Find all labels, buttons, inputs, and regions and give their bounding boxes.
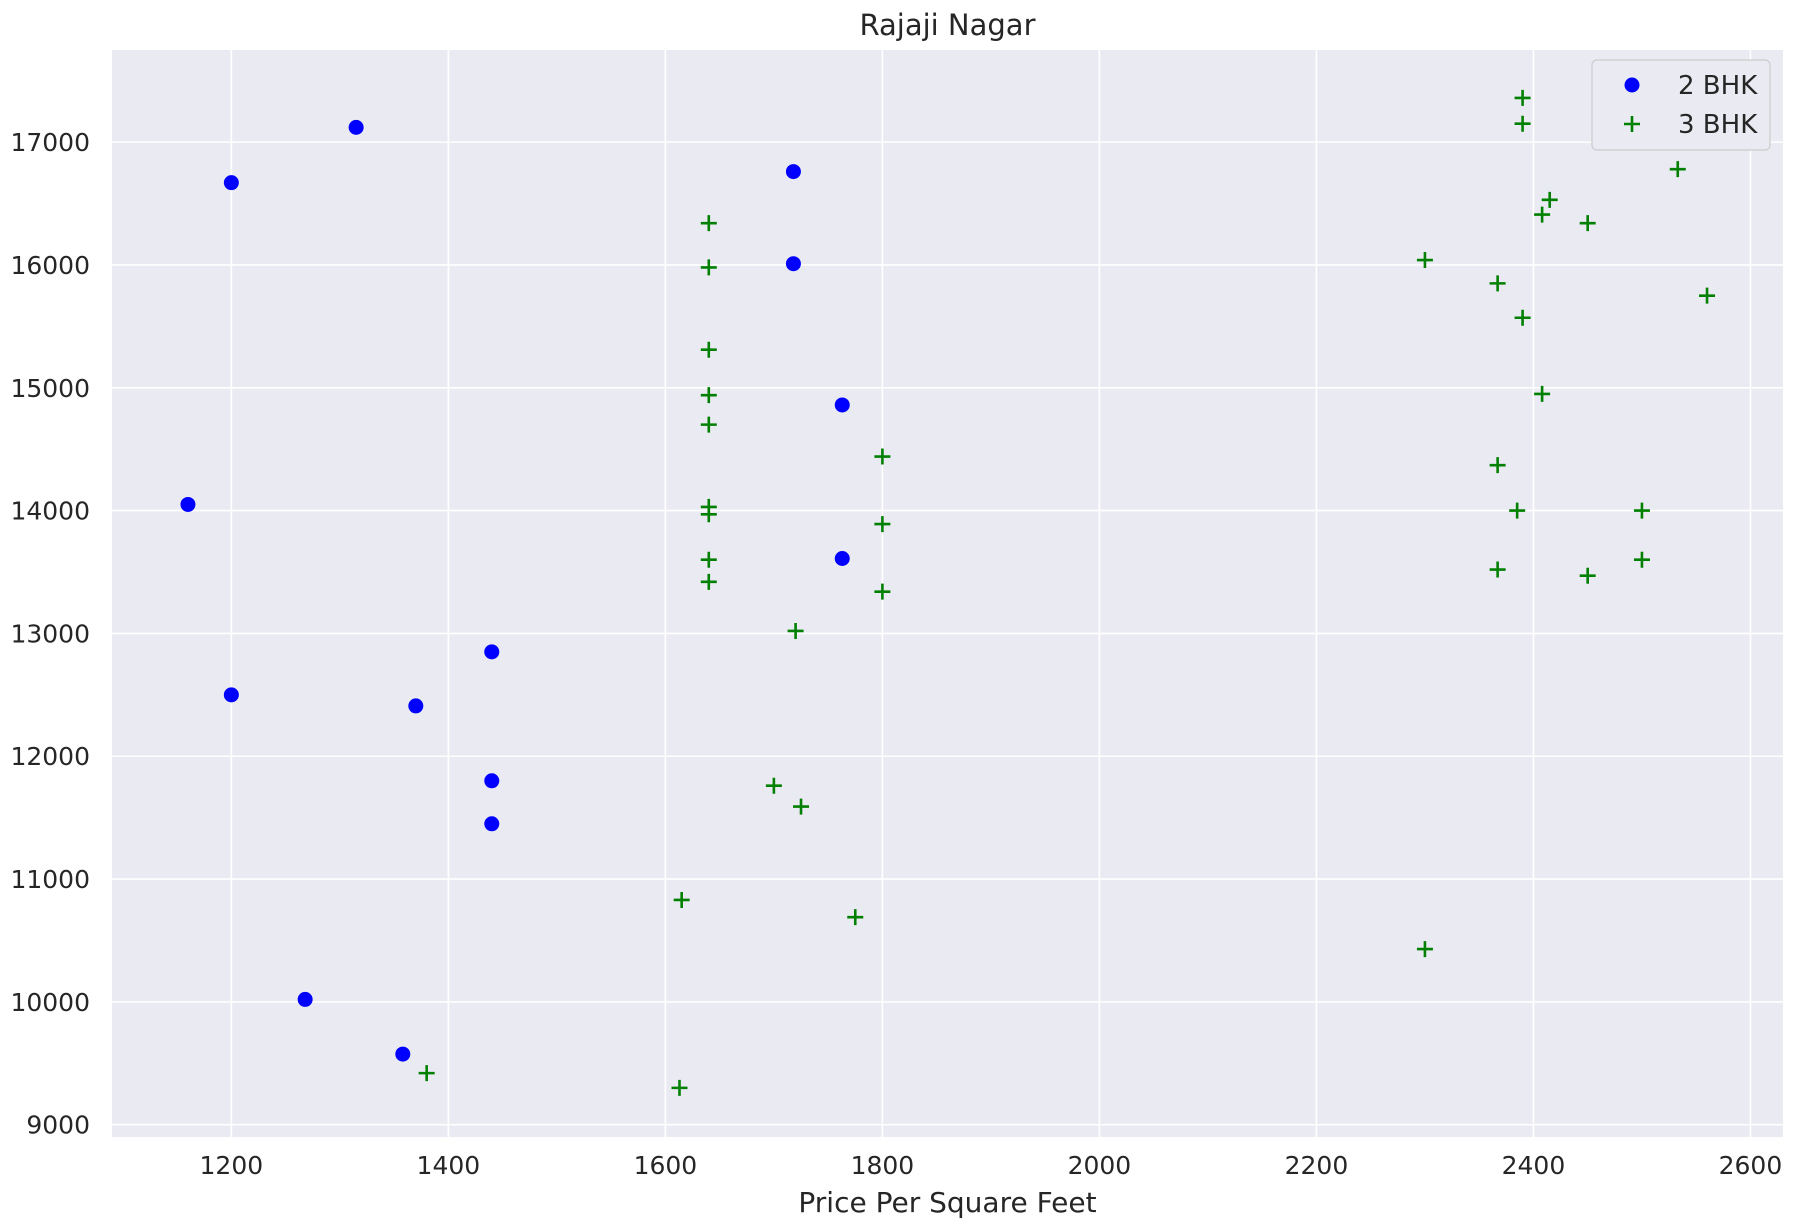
data-point: [785, 256, 801, 272]
data-point: [180, 496, 196, 512]
data-point: [1633, 502, 1650, 519]
x-tick-label: 2400: [1502, 1151, 1566, 1180]
data-point: [874, 448, 891, 465]
data-point: [1579, 215, 1596, 232]
series-2-bhk: [180, 119, 850, 1062]
data-point: [395, 1046, 411, 1062]
data-point: [223, 175, 239, 191]
data-point: [1416, 941, 1433, 958]
plot-area: [112, 50, 1783, 1137]
data-point: [834, 397, 850, 413]
legend: 2 BHK 3 BHK: [1591, 59, 1771, 151]
data-point: [700, 259, 717, 276]
data-point: [1699, 287, 1716, 304]
data-point: [834, 550, 850, 566]
chart-title: Rajaji Nagar: [859, 8, 1035, 42]
series-3-bhk: [418, 89, 1716, 1096]
data-point: [793, 798, 810, 815]
data-point: [297, 991, 313, 1007]
data-point: [874, 516, 891, 533]
legend-label: 2 BHK: [1678, 71, 1758, 101]
data-point: [673, 891, 690, 908]
data-point: [484, 816, 500, 832]
data-point: [484, 773, 500, 789]
x-tick-label: 1800: [851, 1151, 915, 1180]
x-tick-labels: 1200 1400 1600 1800 2000 2200 2400 2600: [200, 1151, 1783, 1180]
data-point: [700, 387, 717, 404]
data-point: [1489, 561, 1506, 578]
legend-label: 3 BHK: [1678, 110, 1758, 140]
y-tick-label: 14000: [10, 497, 90, 526]
data-point: [787, 622, 804, 639]
data-point: [1633, 551, 1650, 568]
data-point: [700, 551, 717, 568]
legend-marker: [1624, 116, 1640, 132]
x-tick-label: 1600: [634, 1151, 698, 1180]
legend-marker: [1624, 77, 1640, 93]
y-tick-label: 16000: [10, 251, 90, 280]
data-point: [847, 909, 864, 926]
data-point: [484, 644, 500, 660]
y-tick-label: 10000: [10, 988, 90, 1017]
y-tick-label: 9000: [26, 1111, 90, 1140]
x-tick-label: 2600: [1719, 1151, 1783, 1180]
data-point: [418, 1065, 435, 1082]
data-point: [1489, 275, 1506, 292]
data-point: [348, 119, 364, 135]
y-tick-label: 13000: [10, 619, 90, 648]
data-point: [700, 573, 717, 590]
data-point: [1514, 309, 1531, 326]
y-tick-label: 17000: [10, 128, 90, 157]
data-point: [1514, 115, 1531, 132]
data-point: [700, 215, 717, 232]
x-tick-label: 2000: [1068, 1151, 1132, 1180]
data-point: [1541, 191, 1558, 208]
x-gridlines: [230, 50, 1752, 1137]
data-point: [874, 583, 891, 600]
y-tick-label: 11000: [10, 865, 90, 894]
data-point: [1416, 252, 1433, 269]
data-point: [1669, 161, 1686, 178]
data-point: [671, 1079, 688, 1096]
y-gridlines: [112, 141, 1783, 1126]
data-point: [700, 506, 717, 523]
x-tick-label: 2200: [1285, 1151, 1349, 1180]
x-tick-label: 1200: [200, 1151, 264, 1180]
y-tick-label: 12000: [10, 742, 90, 771]
data-point: [1514, 89, 1531, 106]
data-point: [1579, 567, 1596, 584]
data-point: [1489, 457, 1506, 474]
data-point: [765, 777, 782, 794]
data-point: [785, 164, 801, 180]
data-point: [700, 416, 717, 433]
data-point: [223, 687, 239, 703]
data-point: [408, 698, 424, 714]
data-point: [1534, 206, 1551, 223]
data-point: [700, 341, 717, 358]
series-layer: [180, 89, 1716, 1096]
data-point: [1509, 502, 1526, 519]
x-tick-label: 1400: [417, 1151, 481, 1180]
y-tick-label: 15000: [10, 374, 90, 403]
data-point: [1534, 385, 1551, 402]
x-axis-title: Price Per Square Feet: [798, 1186, 1096, 1219]
y-tick-labels: 9000 10000 11000 12000 13000 14000 15000 16000 1…: [10, 128, 90, 1140]
